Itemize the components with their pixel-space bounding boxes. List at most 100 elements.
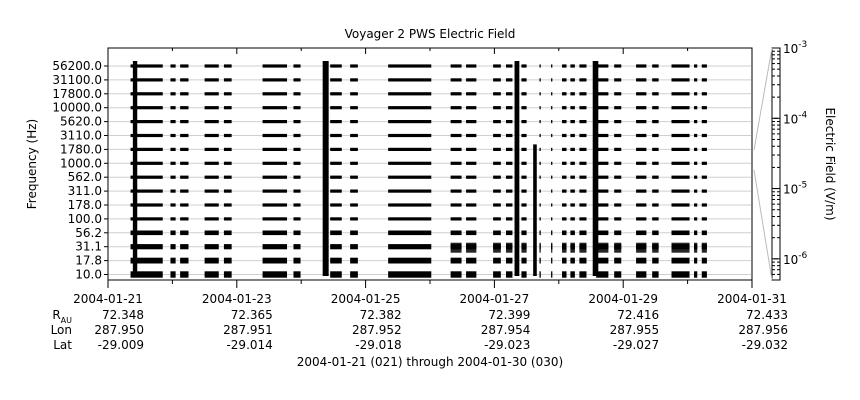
- heatmap-rows: [109, 64, 751, 278]
- heatmap-cell: [130, 230, 163, 236]
- heatmap-cell: [596, 120, 609, 124]
- heatmap-cell: [570, 271, 575, 278]
- y-tick-label: 311.0: [68, 184, 102, 198]
- heatmap-cell: [493, 92, 501, 96]
- heatmap-cell: [636, 203, 647, 207]
- heatmap-cell: [450, 271, 462, 278]
- heatmap-cell: [262, 217, 288, 221]
- heatmap-cell: [204, 189, 219, 193]
- heatmap-cell: [493, 175, 501, 179]
- heatmap-cell: [170, 257, 176, 264]
- heatmap-cell: [180, 161, 189, 165]
- heatmap-cell: [562, 161, 567, 165]
- heatmap-cell: [562, 203, 567, 207]
- heatmap-cell: [466, 106, 477, 110]
- heatmap-cell: [701, 175, 707, 179]
- heatmap-cell: [614, 78, 622, 82]
- heatmap-cell: [671, 242, 690, 253]
- heatmap-cell: [505, 92, 513, 96]
- heatmap-cell: [701, 189, 707, 193]
- ephemeris-value: 287.952: [352, 323, 402, 337]
- y-tick-label: 1000.0: [60, 156, 102, 170]
- heatmap-cell: [223, 257, 232, 264]
- heatmap-cell: [350, 217, 358, 221]
- y-tick-label: 31.1: [75, 240, 102, 254]
- heatmap-cell: [493, 147, 501, 151]
- heatmap-cell: [170, 271, 176, 278]
- ephemeris-value: -29.009: [98, 338, 144, 352]
- heatmap-cell: [539, 257, 541, 264]
- heatmap-cell: [204, 271, 219, 278]
- heatmap-cell: [596, 203, 609, 207]
- heatmap-cell: [652, 189, 659, 193]
- heatmap-cell: [350, 175, 358, 179]
- heatmap-cell: [652, 175, 659, 179]
- heatmap-cell: [180, 203, 189, 207]
- heatmap-cell: [223, 244, 232, 250]
- heatmap-cell: [596, 271, 609, 278]
- heatmap-cell: [636, 64, 647, 68]
- heatmap-cell: [505, 230, 513, 236]
- heatmap-cell: [293, 106, 301, 110]
- heatmap-cell: [130, 161, 163, 165]
- heatmap-cell: [493, 271, 501, 278]
- heatmap-cell: [701, 242, 707, 253]
- date-range-caption: 2004-01-21 (021) through 2004-01-30 (030…: [297, 355, 563, 369]
- heatmap-cell: [293, 78, 301, 82]
- heatmap-cell: [505, 271, 513, 278]
- heatmap-cell: [701, 203, 707, 207]
- heatmap-cell: [671, 230, 690, 236]
- heatmap-cell: [652, 161, 659, 165]
- heatmap-cell: [180, 217, 189, 221]
- heatmap-cell: [262, 257, 288, 264]
- heatmap-cell: [551, 203, 553, 207]
- heatmap-cell: [466, 147, 477, 151]
- heatmap-cell: [505, 257, 513, 264]
- colorbar-bar: [771, 47, 781, 281]
- heatmap-cell: [223, 189, 232, 193]
- heatmap-cell: [694, 64, 698, 68]
- heatmap-cell: [262, 64, 288, 68]
- heatmap-cell: [388, 92, 432, 96]
- heatmap-cell: [388, 64, 432, 68]
- heatmap-cell: [694, 175, 698, 179]
- burst-column: [533, 144, 537, 276]
- heatmap-cell: [350, 244, 358, 250]
- heatmap-cell: [450, 133, 462, 138]
- ephemeris-value: 287.956: [738, 323, 788, 337]
- heatmap-cell: [262, 189, 288, 193]
- heatmap-cell: [652, 120, 659, 124]
- heatmap-cell: [562, 230, 567, 236]
- heatmap-cell: [466, 257, 477, 264]
- heatmap-cell: [570, 203, 575, 207]
- heatmap-cell: [551, 106, 553, 110]
- y-tick-label: 562.0: [68, 170, 102, 184]
- y-tick-label: 1780.0: [60, 142, 102, 156]
- heatmap-cell: [204, 120, 219, 124]
- heatmap-cell: [521, 106, 527, 110]
- heatmap-cell: [450, 217, 462, 221]
- heatmap-cell: [521, 120, 527, 124]
- heatmap-cell: [293, 271, 301, 278]
- heatmap-cell: [562, 257, 567, 264]
- heatmap-cell: [180, 106, 189, 110]
- heatmap-cell: [466, 271, 477, 278]
- heatmap-cell: [450, 147, 462, 151]
- heatmap-cell: [614, 217, 622, 221]
- heatmap-cell: [570, 78, 575, 82]
- heatmap-cell: [388, 78, 432, 82]
- heatmap-cell: [579, 230, 587, 236]
- heatmap-cell: [204, 244, 219, 250]
- heatmap-cell: [596, 147, 609, 151]
- heatmap-cell: [204, 203, 219, 207]
- heatmap-cell: [671, 78, 690, 82]
- heatmap-cell: [350, 78, 358, 82]
- heatmap-cell: [701, 161, 707, 165]
- heatmap-cell: [493, 64, 501, 68]
- heatmap-cell: [562, 64, 567, 68]
- heatmap-cell: [170, 175, 176, 179]
- ephemeris-value: -29.032: [742, 338, 788, 352]
- heatmap-cell: [223, 271, 232, 278]
- heatmap-cell: [694, 203, 698, 207]
- heatmap-cell: [521, 64, 527, 68]
